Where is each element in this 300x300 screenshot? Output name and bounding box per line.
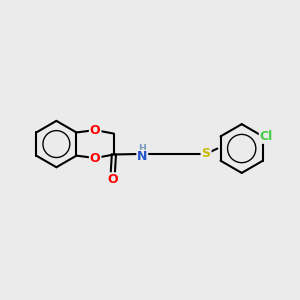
Text: N: N xyxy=(137,150,147,164)
Text: O: O xyxy=(107,173,118,186)
Text: H: H xyxy=(138,144,146,153)
Text: O: O xyxy=(90,152,101,164)
Text: O: O xyxy=(90,124,101,136)
Text: S: S xyxy=(202,147,211,161)
Text: Cl: Cl xyxy=(260,130,273,143)
